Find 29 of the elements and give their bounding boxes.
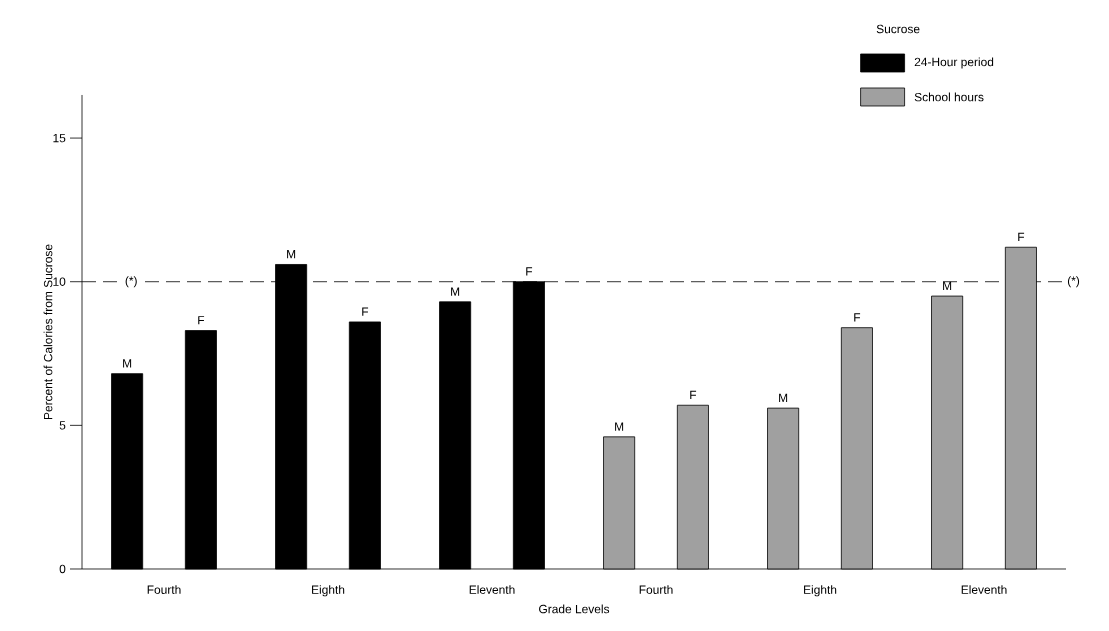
text: F (854, 313, 861, 322)
text: 24-Hour period (914, 57, 994, 69)
y-tick-label: 5 (59, 421, 66, 430)
text: F (362, 307, 369, 316)
annotation: School hours (914, 92, 984, 102)
text: M (123, 359, 132, 368)
x-tick-label: Eleventh (469, 585, 515, 594)
y-tick-label: 10 (53, 277, 66, 286)
text: M (779, 393, 788, 402)
text: F (526, 267, 533, 276)
text: F (690, 390, 697, 400)
series-label: F (198, 316, 205, 325)
text: F (1018, 232, 1025, 242)
series-label: M (615, 422, 624, 431)
ref-line-label: (*) (125, 276, 137, 288)
x-axis-title: Grade Levels (539, 604, 610, 614)
x-tick-label: Eighth (804, 585, 837, 597)
text: (*) (1067, 276, 1080, 288)
y-tick-label: 0 (59, 564, 66, 574)
x-tick-label: Fourth (639, 585, 673, 594)
y-axis-title: Percent of Calories from Sucrose (43, 244, 53, 420)
text: M (451, 287, 460, 296)
x-tick-label: Fourth (147, 585, 181, 594)
legend-title: Sucrose (876, 24, 920, 34)
x-tick-label: Eighth (312, 585, 345, 597)
x-tick-label: Eleventh (961, 585, 1007, 594)
text: M (943, 281, 952, 290)
text: M (287, 250, 296, 259)
y-tick-label: 15 (53, 133, 66, 143)
